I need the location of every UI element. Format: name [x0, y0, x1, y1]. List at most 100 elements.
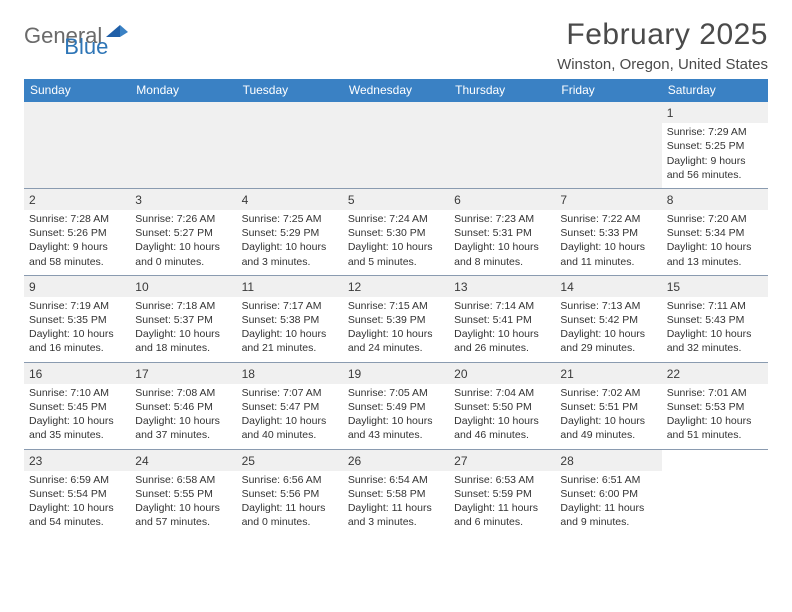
- sunrise-line: Sunrise: 7:11 AM: [667, 299, 763, 313]
- calendar-page: General Blue February 2025 Winston, Oreg…: [0, 0, 792, 535]
- weekday-monday: Monday: [130, 79, 236, 102]
- calendar-cell: 5Sunrise: 7:24 AMSunset: 5:30 PMDaylight…: [343, 189, 449, 275]
- sunset-line: Sunset: 5:25 PM: [667, 139, 763, 153]
- calendar-week: 1Sunrise: 7:29 AMSunset: 5:25 PMDaylight…: [24, 102, 768, 188]
- daylight-line: Daylight: 10 hours and 54 minutes.: [29, 501, 125, 529]
- sunrise-line: Sunrise: 7:04 AM: [454, 386, 550, 400]
- calendar-cell: 1Sunrise: 7:29 AMSunset: 5:25 PMDaylight…: [662, 102, 768, 188]
- sunset-line: Sunset: 5:51 PM: [560, 400, 656, 414]
- sunrise-line: Sunrise: 7:24 AM: [348, 212, 444, 226]
- daylight-line: Daylight: 10 hours and 43 minutes.: [348, 414, 444, 442]
- sunrise-line: Sunrise: 7:18 AM: [135, 299, 231, 313]
- day-number: 18: [237, 363, 343, 384]
- calendar-cell: 19Sunrise: 7:05 AMSunset: 5:49 PMDayligh…: [343, 363, 449, 449]
- day-number: 20: [449, 363, 555, 384]
- calendar-cell: 15Sunrise: 7:11 AMSunset: 5:43 PMDayligh…: [662, 276, 768, 362]
- calendar-cell: 25 Sunrise: 6:56 AMSunset: 5:56 PMDayligh…: [237, 450, 343, 536]
- day-number: 22: [662, 363, 768, 384]
- sunrise-line: Sunrise: 7:22 AM: [560, 212, 656, 226]
- sunrise-line: Sunrise: 7:01 AM: [667, 386, 763, 400]
- weekday-wednesday: Wednesday: [343, 79, 449, 102]
- sunrise-line: Sunrise: 6:59 AM: [29, 473, 125, 487]
- sunset-line: Sunset: 5:56 PM: [242, 487, 338, 501]
- daylight-line: Daylight: 10 hours and 40 minutes.: [242, 414, 338, 442]
- day-number: 28: [555, 450, 661, 471]
- sunrise-line: Sunrise: 7:23 AM: [454, 212, 550, 226]
- daylight-line: Daylight: 10 hours and 26 minutes.: [454, 327, 550, 355]
- weekday-friday: Friday: [555, 79, 661, 102]
- sunset-line: Sunset: 5:58 PM: [348, 487, 444, 501]
- calendar-cell: 24Sunrise: 6:58 AMSunset: 5:55 PMDayligh…: [130, 450, 236, 536]
- sunrise-line: Sunrise: 6:51 AM: [560, 473, 656, 487]
- daylight-line: Daylight: 10 hours and 29 minutes.: [560, 327, 656, 355]
- sunrise-line: Sunrise: 7:20 AM: [667, 212, 763, 226]
- sunset-line: Sunset: 5:29 PM: [242, 226, 338, 240]
- sunrise-line: Sunrise: 7:10 AM: [29, 386, 125, 400]
- sunrise-line: Sunrise: 7:19 AM: [29, 299, 125, 313]
- weekday-saturday: Saturday: [662, 79, 768, 102]
- calendar-cell: [130, 102, 236, 188]
- day-number: 24: [130, 450, 236, 471]
- daylight-line: Daylight: 11 hours and 0 minutes.: [242, 501, 338, 529]
- day-number: 26: [343, 450, 449, 471]
- calendar-cell: 16Sunrise: 7:10 AMSunset: 5:45 PMDayligh…: [24, 363, 130, 449]
- calendar-week: 9Sunrise: 7:19 AMSunset: 5:35 PMDaylight…: [24, 275, 768, 362]
- day-number: 2: [24, 189, 130, 210]
- calendar-cell: [449, 102, 555, 188]
- sunset-line: Sunset: 5:54 PM: [29, 487, 125, 501]
- sunrise-line: Sunrise: 7:07 AM: [242, 386, 338, 400]
- day-number: 21: [555, 363, 661, 384]
- sunset-line: Sunset: 5:26 PM: [29, 226, 125, 240]
- calendar-cell: 2Sunrise: 7:28 AMSunset: 5:26 PMDaylight…: [24, 189, 130, 275]
- calendar-cell: 7Sunrise: 7:22 AMSunset: 5:33 PMDaylight…: [555, 189, 661, 275]
- day-number: 23: [24, 450, 130, 471]
- day-number: 11: [237, 276, 343, 297]
- daylight-line: Daylight: 10 hours and 16 minutes.: [29, 327, 125, 355]
- daylight-line: Daylight: 10 hours and 46 minutes.: [454, 414, 550, 442]
- daylight-line: Daylight: 10 hours and 57 minutes.: [135, 501, 231, 529]
- sunset-line: Sunset: 5:38 PM: [242, 313, 338, 327]
- sunset-line: Sunset: 5:35 PM: [29, 313, 125, 327]
- day-number: 13: [449, 276, 555, 297]
- sunrise-line: Sunrise: 7:25 AM: [242, 212, 338, 226]
- daylight-line: Daylight: 11 hours and 9 minutes.: [560, 501, 656, 529]
- sunset-line: Sunset: 5:41 PM: [454, 313, 550, 327]
- calendar-cell: [555, 102, 661, 188]
- daylight-line: Daylight: 10 hours and 8 minutes.: [454, 240, 550, 268]
- sunrise-line: Sunrise: 6:54 AM: [348, 473, 444, 487]
- calendar-grid: Sunday Monday Tuesday Wednesday Thursday…: [24, 79, 768, 535]
- daylight-line: Daylight: 11 hours and 3 minutes.: [348, 501, 444, 529]
- sunrise-line: Sunrise: 7:14 AM: [454, 299, 550, 313]
- sunset-line: Sunset: 5:27 PM: [135, 226, 231, 240]
- calendar-cell: [343, 102, 449, 188]
- daylight-line: Daylight: 11 hours and 6 minutes.: [454, 501, 550, 529]
- daylight-line: Daylight: 10 hours and 37 minutes.: [135, 414, 231, 442]
- calendar-cell: 12Sunrise: 7:15 AMSunset: 5:39 PMDayligh…: [343, 276, 449, 362]
- month-title: February 2025: [557, 18, 768, 52]
- sunrise-line: Sunrise: 6:56 AM: [242, 473, 338, 487]
- sunset-line: Sunset: 5:42 PM: [560, 313, 656, 327]
- day-number: 25: [237, 450, 343, 471]
- sunrise-line: Sunrise: 7:28 AM: [29, 212, 125, 226]
- calendar-cell: 4Sunrise: 7:25 AMSunset: 5:29 PMDaylight…: [237, 189, 343, 275]
- daylight-line: Daylight: 10 hours and 5 minutes.: [348, 240, 444, 268]
- logo-text-blue: Blue: [64, 34, 108, 59]
- calendar-cell: 3Sunrise: 7:26 AMSunset: 5:27 PMDaylight…: [130, 189, 236, 275]
- sunset-line: Sunset: 5:34 PM: [667, 226, 763, 240]
- calendar-cell: 22Sunrise: 7:01 AMSunset: 5:53 PMDayligh…: [662, 363, 768, 449]
- calendar-cell: 21Sunrise: 7:02 AMSunset: 5:51 PMDayligh…: [555, 363, 661, 449]
- day-number: 5: [343, 189, 449, 210]
- daylight-line: Daylight: 10 hours and 18 minutes.: [135, 327, 231, 355]
- sunset-line: Sunset: 5:37 PM: [135, 313, 231, 327]
- day-number: 15: [662, 276, 768, 297]
- day-number: 4: [237, 189, 343, 210]
- calendar-cell: 11Sunrise: 7:17 AMSunset: 5:38 PMDayligh…: [237, 276, 343, 362]
- day-number: 14: [555, 276, 661, 297]
- header: General Blue February 2025 Winston, Oreg…: [24, 18, 768, 73]
- calendar-cell: 27Sunrise: 6:53 AMSunset: 5:59 PMDayligh…: [449, 450, 555, 536]
- calendar-cell: 9Sunrise: 7:19 AMSunset: 5:35 PMDaylight…: [24, 276, 130, 362]
- weekday-thursday: Thursday: [449, 79, 555, 102]
- daylight-line: Daylight: 10 hours and 35 minutes.: [29, 414, 125, 442]
- weeks-container: 1Sunrise: 7:29 AMSunset: 5:25 PMDaylight…: [24, 102, 768, 535]
- calendar-cell: 20Sunrise: 7:04 AMSunset: 5:50 PMDayligh…: [449, 363, 555, 449]
